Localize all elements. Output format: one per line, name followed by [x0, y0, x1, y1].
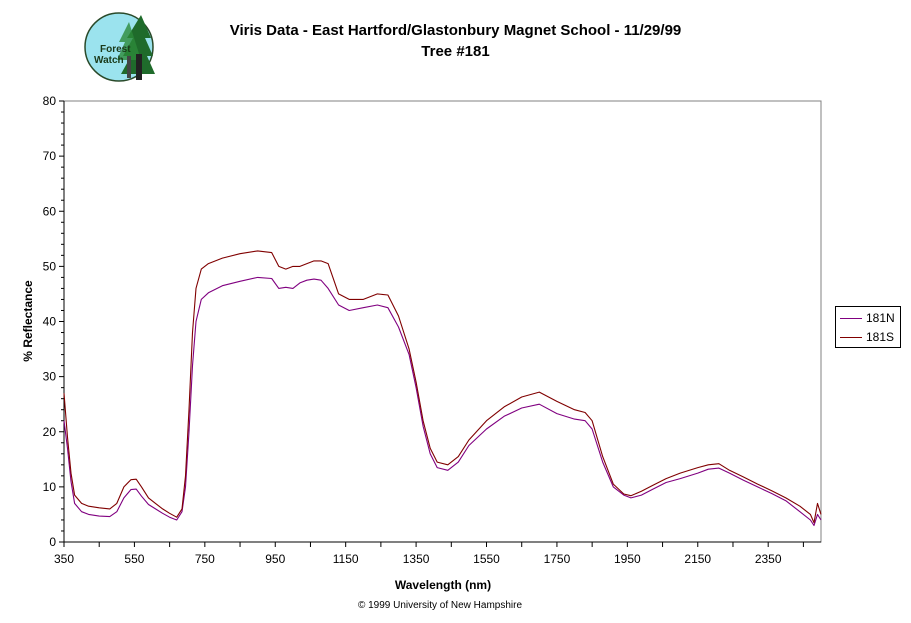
plot-area [63, 100, 822, 543]
y-tick-label: 60 [43, 204, 57, 218]
y-axis-label: % Reflectance [21, 280, 35, 362]
x-axis: 350 550 750 950 1150 1350 1550 1750 1950 2150 2350 [54, 541, 821, 566]
y-tick-label: 70 [43, 149, 57, 163]
series-line-181s [63, 250, 822, 524]
x-tick-label: 2150 [684, 552, 711, 566]
x-tick-label: 2350 [755, 552, 782, 566]
chart-title: Viris Data - East Hartford/Glastonbury M… [229, 22, 682, 39]
y-tick-label: 80 [43, 94, 57, 108]
y-tick-label: 50 [43, 259, 57, 273]
legend-label-181s: 181S [866, 330, 895, 344]
x-tick-label: 1350 [403, 552, 430, 566]
x-tick-label: 750 [195, 552, 215, 566]
chart-subtitle: Tree #181 [421, 43, 490, 60]
x-tick-label: 1150 [333, 552, 359, 566]
plot-frame [63, 100, 822, 543]
x-tick-label: 950 [265, 552, 285, 566]
x-axis-label: Wavelength (nm) [395, 578, 491, 592]
legend-item-181n: 181N [840, 310, 895, 326]
y-tick-label: 0 [49, 535, 56, 549]
forest-watch-logo: Forest Watch [84, 12, 155, 82]
legend-swatch-181s [840, 336, 862, 338]
x-tick-label: 1550 [473, 552, 500, 566]
logo-text-watch: Watch [94, 55, 124, 66]
copyright-notice: © 1999 University of New Hampshire [357, 600, 523, 611]
series-line-181n [63, 276, 822, 527]
y-tick-label: 20 [43, 425, 57, 439]
legend-swatch-181n [840, 317, 862, 319]
y-tick-label: 30 [43, 370, 57, 384]
y-tick-label: 40 [43, 315, 57, 329]
legend-label-181n: 181N [866, 311, 895, 325]
y-axis: 0 10 20 30 40 50 60 70 80 [43, 94, 65, 549]
x-tick-label: 350 [54, 552, 74, 566]
legend-item-181s: 181S [840, 329, 894, 345]
x-tick-label: 1750 [544, 552, 571, 566]
y-tick-label: 10 [43, 480, 57, 494]
series-layer [63, 250, 822, 527]
x-tick-label: 1950 [614, 552, 641, 566]
logo-text-forest: Forest [100, 44, 131, 55]
x-tick-label: 550 [124, 552, 144, 566]
legend: 181N 181S [835, 306, 901, 348]
